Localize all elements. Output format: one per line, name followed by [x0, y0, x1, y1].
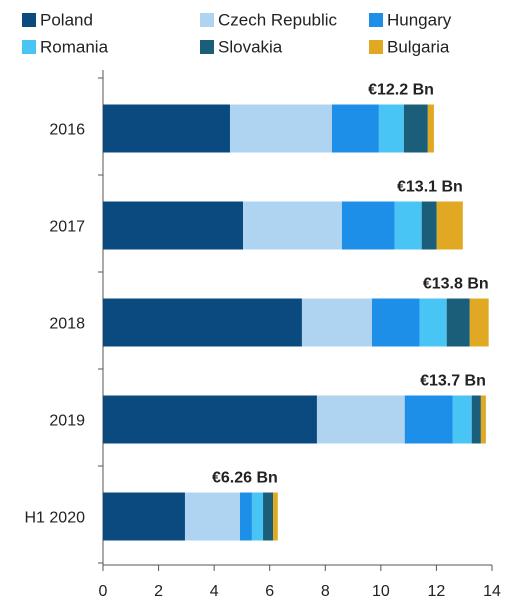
bar-segment [436, 201, 463, 250]
bar-segment [452, 395, 472, 444]
legend-swatch [200, 13, 214, 27]
legend-swatch [369, 13, 383, 27]
bar-segment [301, 298, 372, 347]
bar-segment [471, 395, 481, 444]
bar-segment [331, 104, 379, 153]
legend-label: Poland [40, 10, 93, 29]
bar-segment [394, 201, 422, 250]
x-tick-label: 4 [210, 583, 219, 600]
bar-segment [229, 104, 332, 153]
bar-segment [239, 492, 252, 541]
bar-segment [103, 298, 302, 347]
bar-segment [446, 298, 470, 347]
legend-swatch [22, 13, 36, 27]
bar-segment [243, 201, 342, 250]
bar-segment [263, 492, 274, 541]
x-tick-label: 12 [428, 583, 446, 600]
bar-segment [184, 492, 240, 541]
bar-segment [403, 104, 428, 153]
legend-label: Hungary [387, 10, 452, 29]
bar-segment [371, 298, 420, 347]
legend-swatch [369, 40, 383, 54]
y-tick-label: 2017 [49, 219, 85, 236]
bar-segment [103, 492, 185, 541]
legend-label: Czech Republic [218, 10, 338, 29]
bar-segment [469, 298, 489, 347]
bar-segment [480, 395, 486, 444]
y-tick-label: 2018 [49, 316, 85, 333]
bar-segment [404, 395, 453, 444]
bar-segment [427, 104, 434, 153]
x-tick-label: 6 [265, 583, 274, 600]
bar-segment [341, 201, 395, 250]
total-label: €13.8 Bn [423, 276, 489, 293]
legend-swatch [200, 40, 214, 54]
x-tick-label: 10 [372, 583, 390, 600]
bar-segment [421, 201, 437, 250]
total-label: €12.2 Bn [368, 82, 434, 99]
total-label: €13.1 Bn [397, 179, 463, 196]
bar-segment [378, 104, 404, 153]
legend-label: Romania [40, 37, 109, 56]
bar-segment [103, 104, 230, 153]
bar-segment [251, 492, 264, 541]
total-label: €13.7 Bn [420, 373, 486, 390]
bar-segment [103, 395, 317, 444]
y-tick-label: 2016 [49, 122, 85, 139]
legend-label: Bulgaria [387, 37, 450, 56]
total-label: €6.26 Bn [212, 470, 278, 487]
legend-label: Slovakia [218, 37, 283, 56]
bar-segment [419, 298, 447, 347]
legend-swatch [22, 40, 36, 54]
y-tick-label: 2019 [49, 413, 85, 430]
x-tick-label: 8 [321, 583, 330, 600]
x-tick-label: 2 [154, 583, 163, 600]
bar-segment [273, 492, 278, 541]
y-tick-label: H1 2020 [25, 510, 86, 527]
x-tick-label: 14 [483, 583, 501, 600]
x-tick-label: 0 [99, 583, 108, 600]
bar-segment [103, 201, 244, 250]
bar-segment [316, 395, 405, 444]
